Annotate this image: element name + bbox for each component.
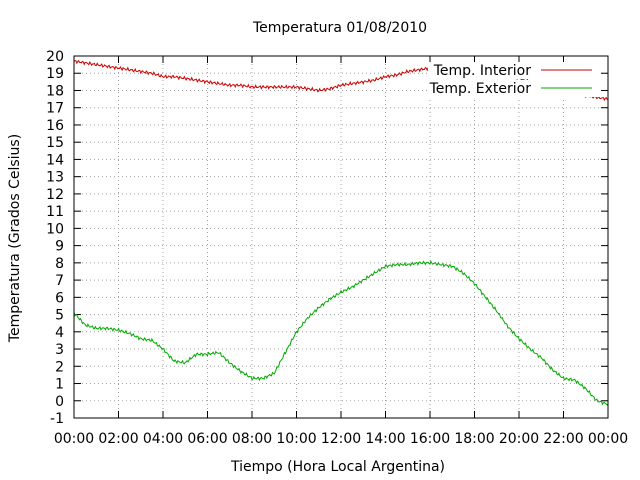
x-tick-label: 08:00 <box>232 431 272 447</box>
grid-lines <box>74 56 608 418</box>
y-tick-label: 10 <box>46 221 64 237</box>
y-tick-label: 12 <box>46 187 64 203</box>
y-tick-label: 7 <box>55 273 64 289</box>
y-tick-label: 1 <box>55 377 64 393</box>
series-line-1 <box>73 260 609 406</box>
y-tick-label: 2 <box>55 359 64 375</box>
chart-title: Temperatura 01/08/2010 <box>252 20 427 36</box>
y-tick-label: 18 <box>46 83 64 99</box>
y-tick-label: 20 <box>46 49 64 65</box>
y-tick-label: 9 <box>55 239 64 255</box>
y-tick-label: 6 <box>55 290 64 306</box>
y-tick-label: 13 <box>46 170 64 186</box>
y-tick-label: 4 <box>55 325 64 341</box>
y-tick-label: 14 <box>46 152 64 168</box>
x-tick-labels: 00:00 02:00 04:00 06:00 08:00 10:00 12:00 14:00… <box>54 431 628 447</box>
x-tick-label: 18:00 <box>454 431 494 447</box>
y-axis-label: Temperatura (Grados Celsius) <box>7 134 23 343</box>
y-tick-label: 19 <box>46 66 64 82</box>
x-tick-label: 02:00 <box>98 431 138 447</box>
axis-ticks <box>73 55 609 419</box>
y-tick-label: 15 <box>46 135 64 151</box>
x-tick-label: 22:00 <box>543 431 583 447</box>
x-tick-label: 04:00 <box>143 431 183 447</box>
y-tick-label: 8 <box>55 256 64 272</box>
y-tick-label: 17 <box>46 101 64 117</box>
x-tick-label: 10:00 <box>276 431 316 447</box>
x-tick-label: 06:00 <box>187 431 227 447</box>
y-tick-label: 16 <box>46 118 64 134</box>
y-tick-label: 3 <box>55 342 64 358</box>
legend-label: Temp. Exterior <box>429 81 532 97</box>
y-tick-label: 11 <box>46 204 64 220</box>
x-tick-label: 00:00 <box>54 431 94 447</box>
legend-bg <box>428 62 600 79</box>
y-tick-label: 0 <box>55 394 64 410</box>
x-tick-label: 20:00 <box>499 431 539 447</box>
y-tick-label: 5 <box>55 308 64 324</box>
x-axis-label: Tiempo (Hora Local Argentina) <box>230 459 445 475</box>
legend-bg <box>428 80 600 97</box>
plot-frame <box>73 55 609 419</box>
x-tick-label: 12:00 <box>321 431 361 447</box>
x-tick-label: 14:00 <box>365 431 405 447</box>
legend: Temp. Interior Temp. Exterior <box>428 62 600 97</box>
x-tick-label: 00:00 <box>588 431 628 447</box>
y-tick-label: -1 <box>50 411 64 427</box>
legend-label: Temp. Interior <box>433 63 532 79</box>
x-tick-label: 16:00 <box>410 431 450 447</box>
